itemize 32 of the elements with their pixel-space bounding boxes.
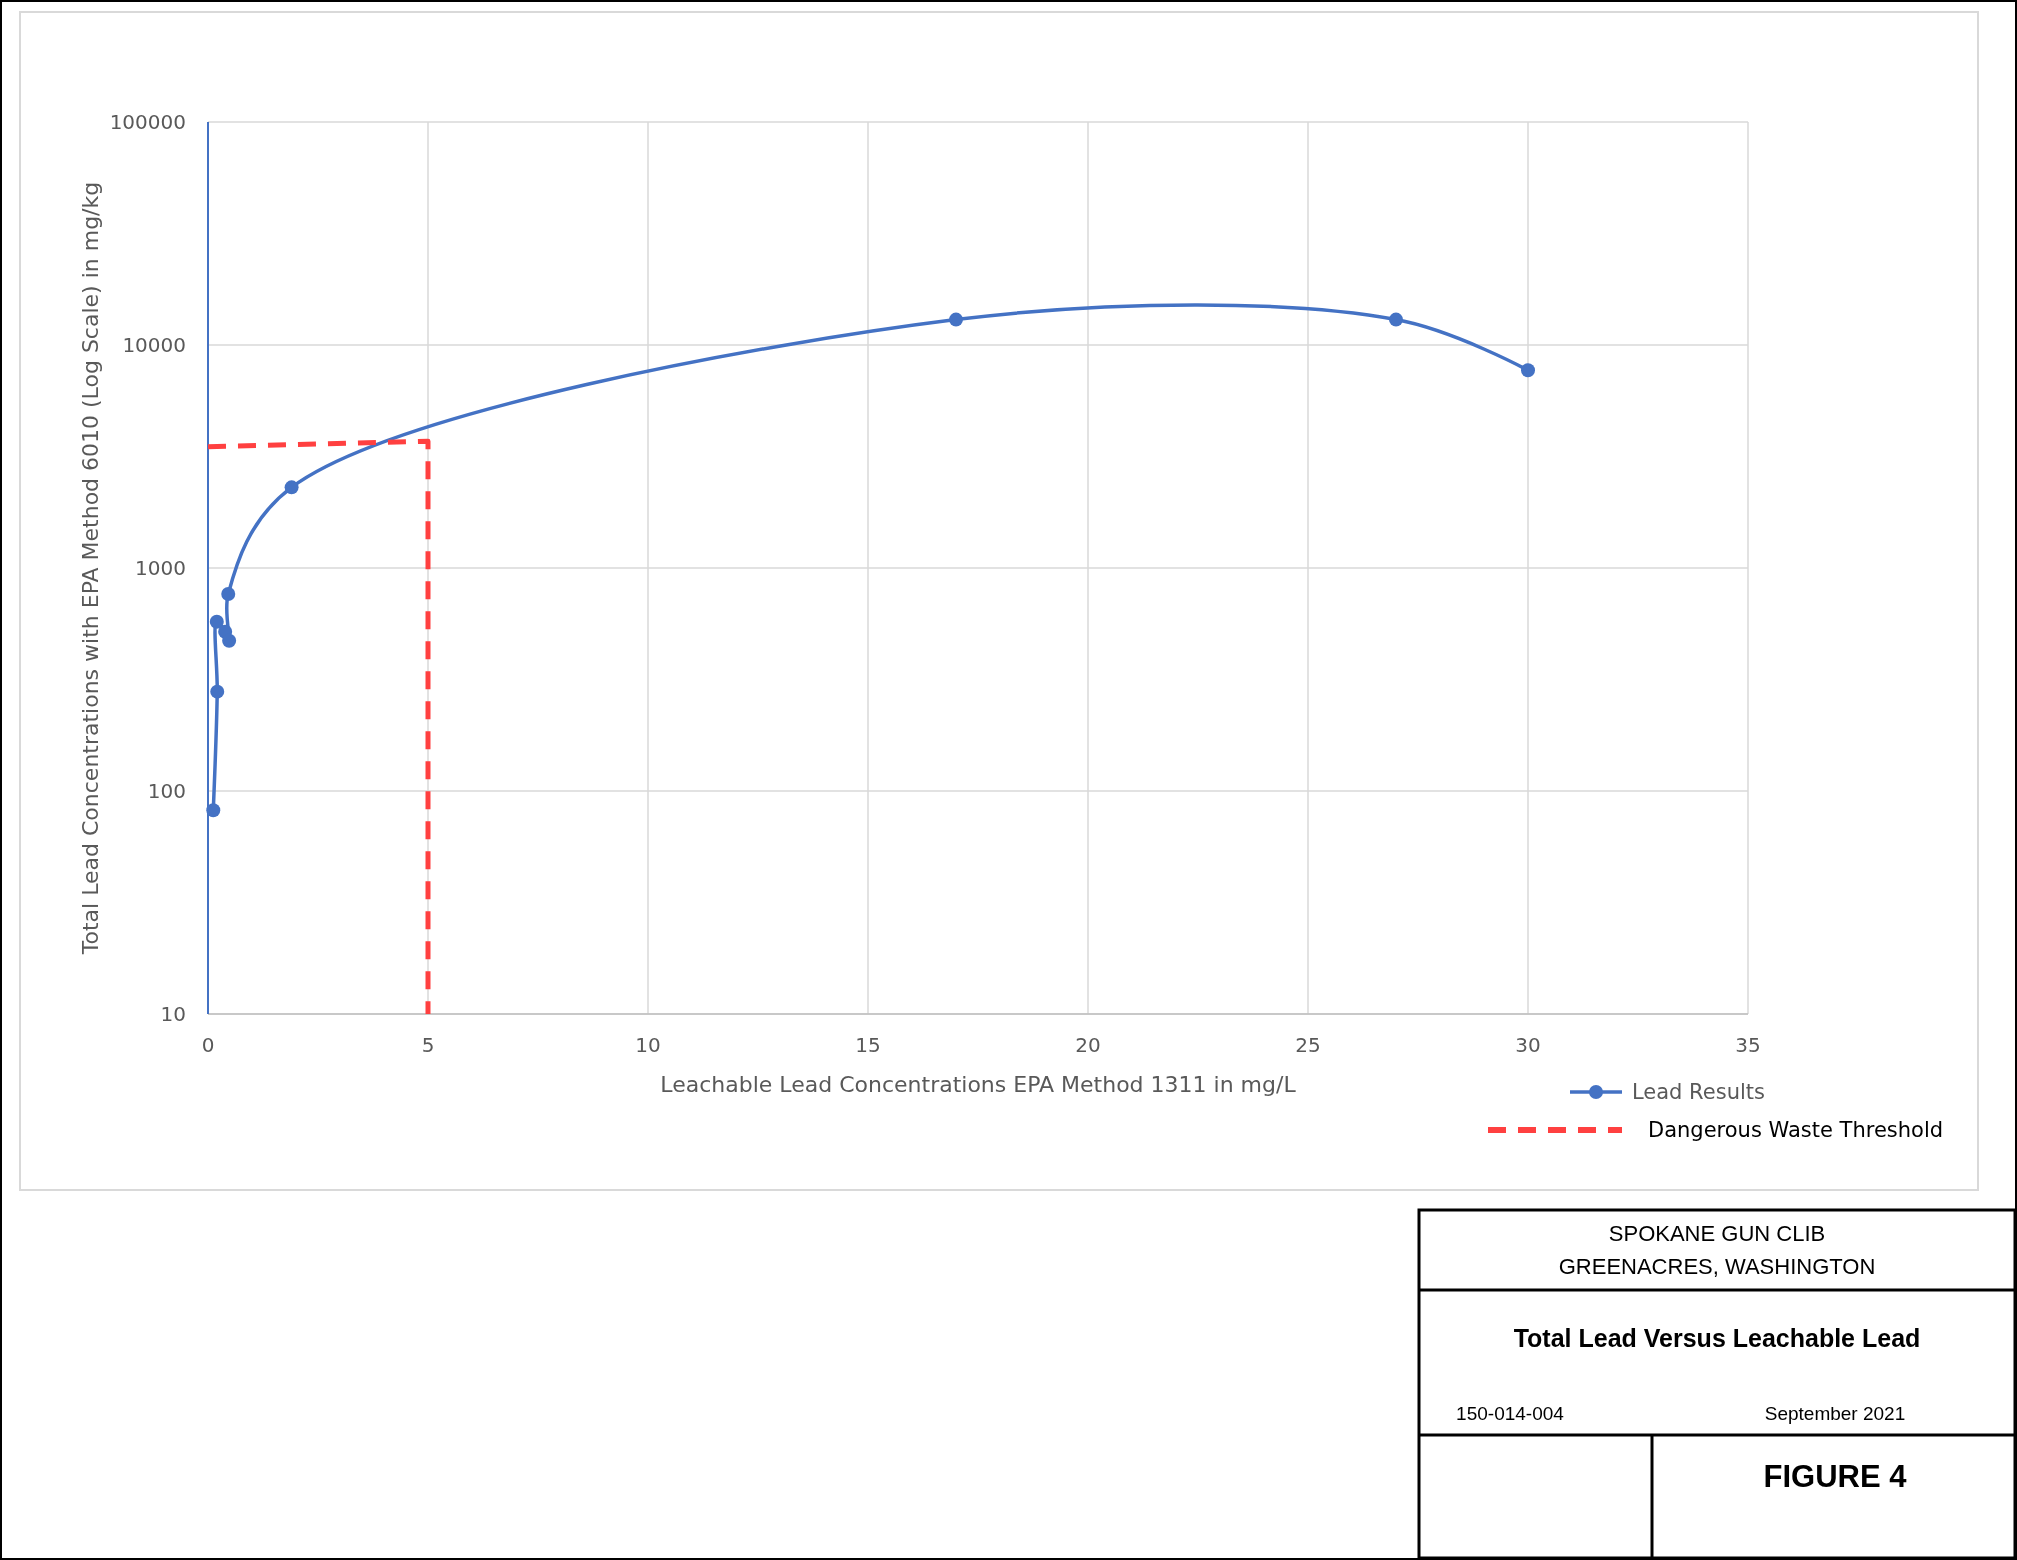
point xyxy=(210,684,225,699)
text: September 2021 xyxy=(1764,1403,1906,1424)
point xyxy=(1521,363,1535,378)
x-tick-label: 5 xyxy=(421,1033,435,1057)
y-axis-title: Total Lead Concentrations with EPA Method 6010 (Log Scale) in mg/kg xyxy=(78,181,103,956)
y-tick-label: 1000 xyxy=(135,556,186,580)
y-tick-label: 10000 xyxy=(122,333,186,357)
x-tick-label: 25 xyxy=(1295,1033,1321,1057)
x-axis-title: Leachable Lead Concentrations EPA Method 1311 in mg/L xyxy=(660,1072,1297,1097)
caption: FIGURE 4 xyxy=(1763,1459,1908,1494)
point xyxy=(1389,312,1403,327)
text: Total Lead Versus Leachable Lead xyxy=(1513,1324,1921,1352)
x-tick-label: 10 xyxy=(635,1033,661,1057)
point xyxy=(209,614,224,629)
x-tick-label: 0 xyxy=(201,1033,215,1057)
x-tick-label: 15 xyxy=(855,1033,881,1057)
x-tick-label: 35 xyxy=(1735,1033,1761,1057)
legend-label: Lead Results xyxy=(1632,1080,1765,1105)
text: 150-014-004 xyxy=(1456,1403,1565,1424)
text: SPOKANE GUN CLIB xyxy=(1608,1221,1826,1246)
x-tick-label: 20 xyxy=(1075,1033,1101,1057)
point xyxy=(221,586,236,601)
point xyxy=(949,312,963,327)
y-tick-label: 10 xyxy=(160,1002,186,1026)
text: Dangerous Waste Threshold xyxy=(1648,1118,1944,1143)
point xyxy=(222,633,237,648)
y-tick-label: 100 xyxy=(147,779,186,803)
y-tick-label: 100000 xyxy=(109,110,186,134)
x-tick-label: 30 xyxy=(1515,1033,1541,1057)
text: GREENACRES, WASHINGTON xyxy=(1558,1254,1876,1279)
point xyxy=(284,480,299,495)
point xyxy=(206,803,221,818)
